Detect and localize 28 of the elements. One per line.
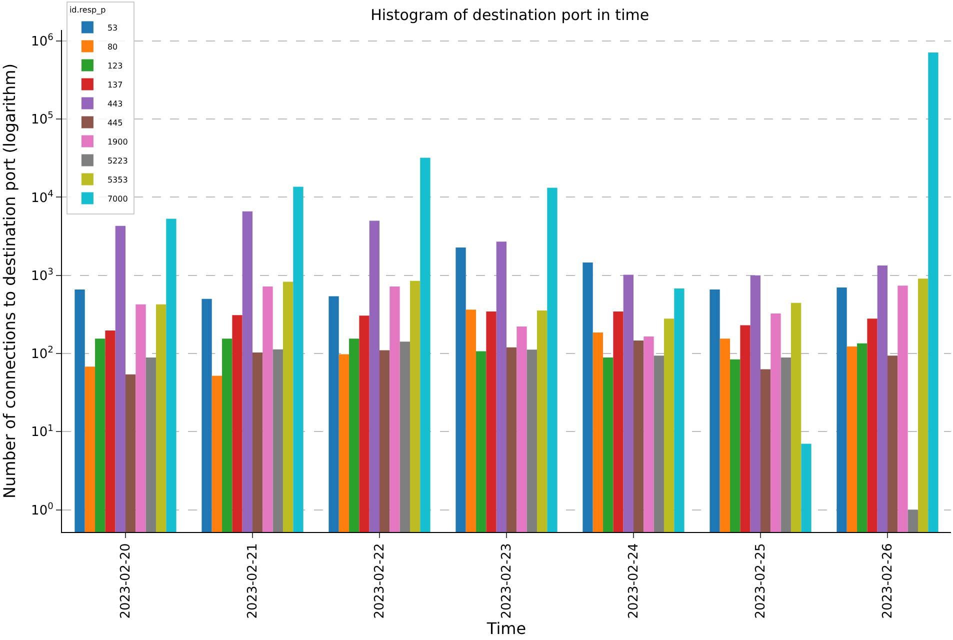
x-axis-title: Time <box>486 618 526 638</box>
y-axis-title: Number of connections to destination port (logarithm) <box>0 64 19 498</box>
x-tick-label: 2023-02-22 <box>372 543 388 619</box>
x-tick-label: 2023-02-26 <box>880 543 896 619</box>
x-tick-label: 2023-02-24 <box>626 543 642 619</box>
x-tick-label: 2023-02-25 <box>754 543 769 619</box>
y-tick-label: 10$^{2}$ <box>31 346 54 362</box>
legend-label: 53 <box>107 23 118 32</box>
x-tick-label: 2023-02-20 <box>118 543 134 619</box>
y-tick-label: 10$^{1}$ <box>31 424 54 440</box>
y-tick-label: 10$^{0}$ <box>31 502 54 518</box>
legend-label: 1900 <box>107 137 128 146</box>
legend-label: 443 <box>107 99 123 108</box>
legend-label: 7000 <box>107 194 128 204</box>
chart-title: Histogram of destination port in time <box>370 6 650 24</box>
legend-label: 137 <box>107 80 123 90</box>
legend-label: 123 <box>107 61 123 70</box>
y-tick-label: 10$^{4}$ <box>31 189 54 206</box>
x-tick-label: 2023-02-21 <box>246 543 261 619</box>
y-tick-label: 10$^{5}$ <box>31 111 54 128</box>
legend-label: 80 <box>107 42 118 52</box>
legend-title: id.resp_p <box>69 6 106 15</box>
y-tick-label: 10$^{3}$ <box>31 267 54 284</box>
y-tick-label: 10$^{6}$ <box>31 33 54 50</box>
legend-label: 5223 <box>107 156 128 166</box>
x-tick-label: 2023-02-23 <box>500 543 515 619</box>
legend-label: 5353 <box>107 175 128 184</box>
legend-label: 445 <box>107 118 123 128</box>
